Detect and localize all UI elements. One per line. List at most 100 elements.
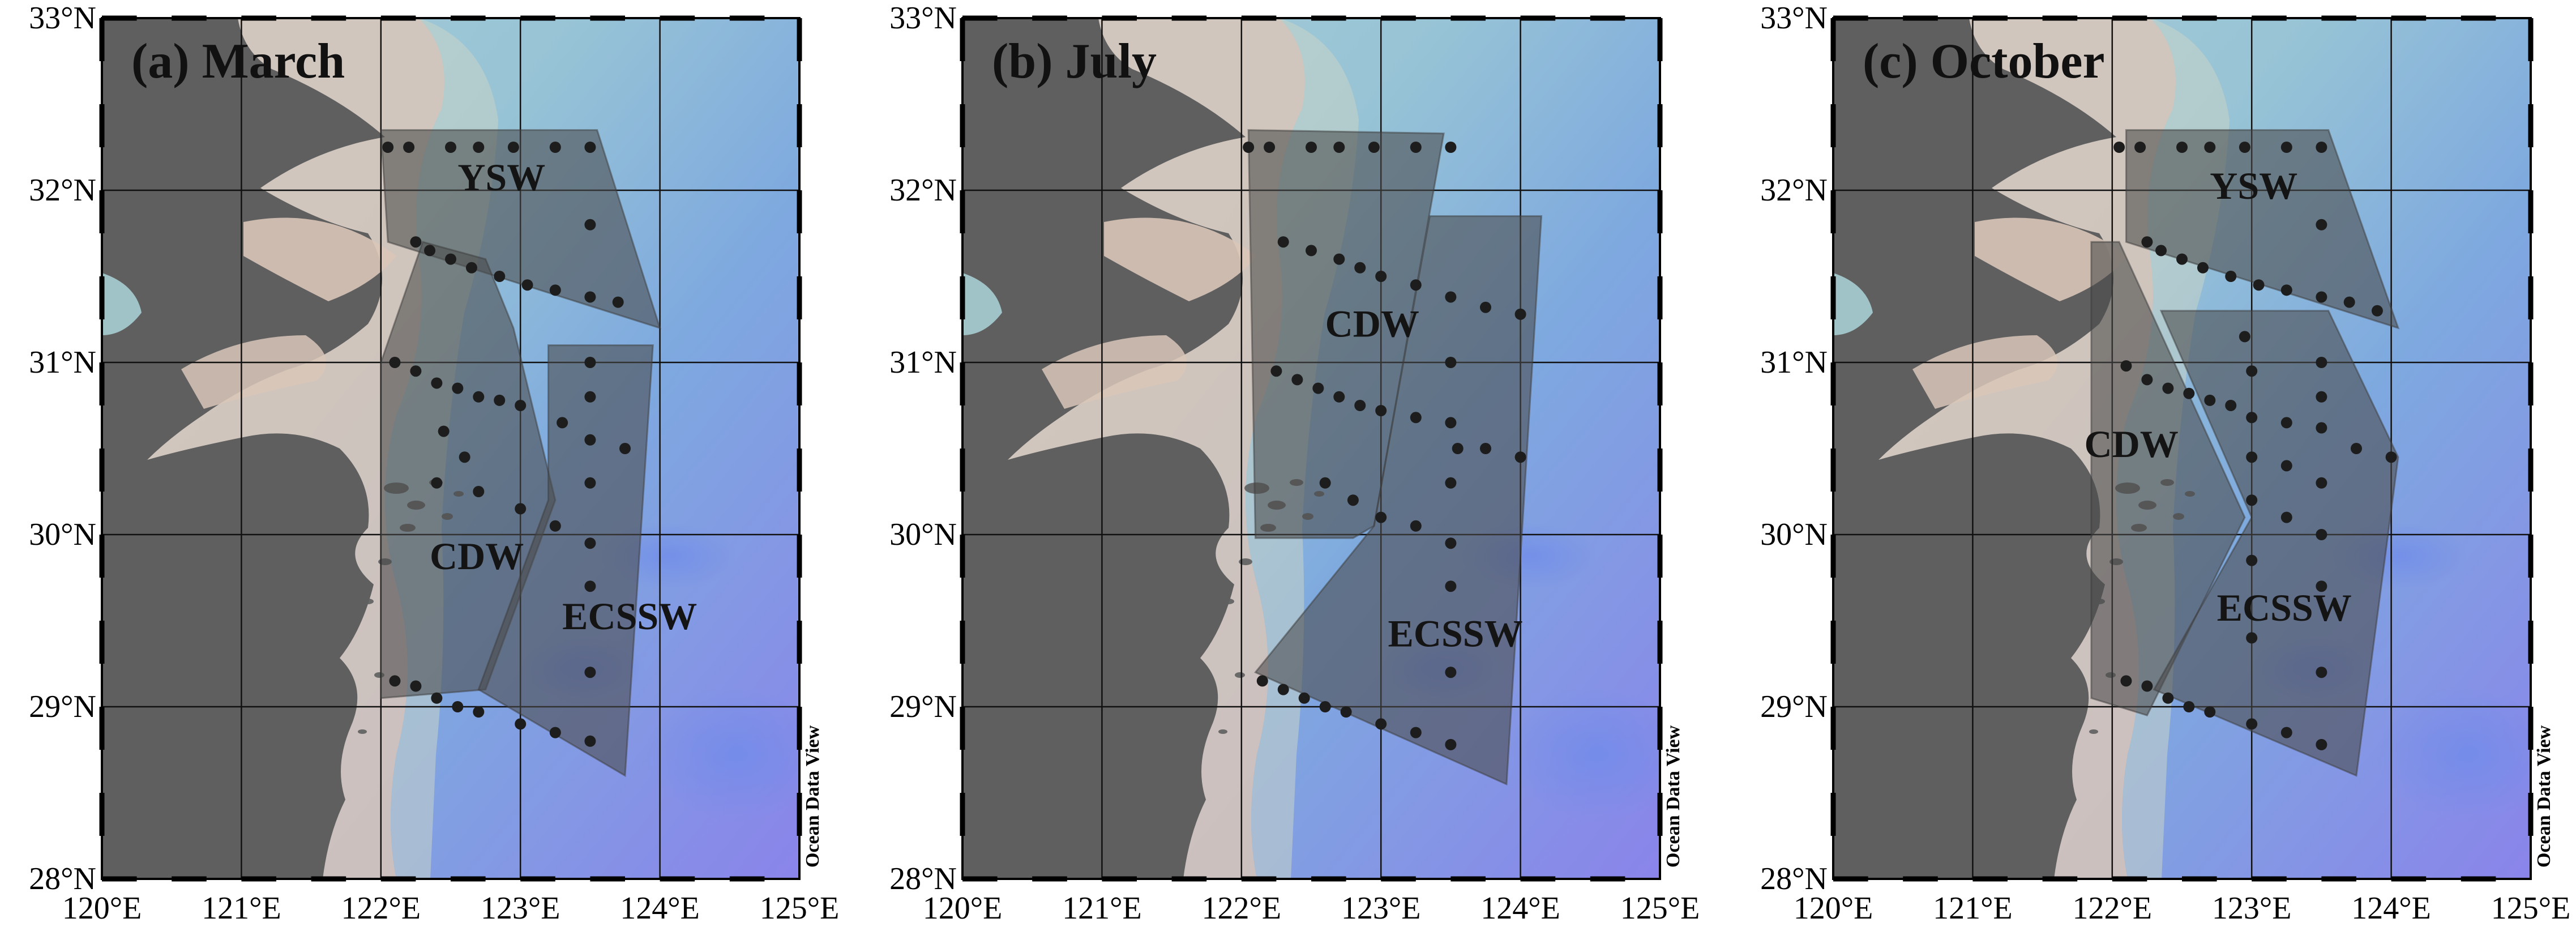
lat-tick-label: 32°N (1760, 173, 1828, 208)
sampling-station (2204, 394, 2216, 406)
lon-tick-label: 125°E (2491, 891, 2571, 926)
lon-tick-label: 123°E (1341, 891, 1421, 926)
sampling-station (1514, 308, 1526, 320)
lon-tick-label: 121°E (202, 891, 281, 926)
sampling-station (452, 701, 464, 712)
sampling-station (2246, 412, 2258, 424)
station-group (1243, 142, 1526, 750)
sampling-station (2316, 422, 2327, 434)
lat-tick-label: 29°N (889, 689, 957, 724)
sampling-station (1256, 675, 1268, 687)
sampling-station (410, 680, 422, 692)
sampling-station (584, 357, 596, 368)
sampling-station (2316, 738, 2327, 750)
map-border-dashes (1830, 15, 2534, 882)
sampling-station (1264, 142, 1276, 153)
sampling-station (2316, 142, 2327, 153)
map-border-dashes (960, 15, 1663, 882)
sampling-station (2343, 296, 2355, 308)
lat-tick-label: 30°N (889, 517, 957, 552)
sampling-station (1445, 357, 1457, 368)
sampling-station (1319, 701, 1331, 712)
sampling-station (403, 142, 415, 153)
sampling-station (2316, 529, 2327, 540)
sampling-station (1354, 262, 1366, 274)
sampling-station (584, 477, 596, 489)
sampling-station (549, 284, 561, 296)
sampling-station (2280, 460, 2292, 472)
sampling-station (1445, 477, 1457, 489)
sampling-station (584, 537, 596, 549)
sampling-station (515, 400, 527, 411)
sampling-station (2197, 262, 2209, 274)
sampling-station (557, 417, 568, 429)
region-label-cdw: CDW (1325, 302, 1419, 345)
sampling-station (459, 451, 470, 463)
sampling-station (2183, 701, 2195, 712)
lat-tick-label: 28°N (29, 861, 96, 896)
lon-tick-label: 121°E (1062, 891, 1142, 926)
sampling-station (2141, 374, 2153, 386)
region-label-ysw: YSW (457, 156, 545, 199)
sampling-station (584, 735, 596, 747)
sampling-station (1291, 374, 1303, 386)
region-ecssw (2153, 310, 2399, 777)
sampling-station (1277, 236, 1289, 248)
lat-tick-label: 28°N (1760, 861, 1828, 896)
sampling-station (2239, 331, 2250, 343)
sampling-station (2141, 680, 2153, 692)
sampling-station (1445, 537, 1457, 549)
lat-tick-label: 31°N (29, 345, 96, 380)
lon-tick-label: 121°E (1933, 891, 2013, 926)
sampling-station (1445, 417, 1457, 429)
sampling-station (2120, 360, 2132, 372)
sampling-station (2141, 236, 2153, 248)
sampling-station (1319, 477, 1331, 489)
region-label-ecssw: ECSSW (562, 595, 697, 638)
lon-tick-label: 123°E (481, 891, 560, 926)
sampling-station (2246, 451, 2258, 463)
sampling-station (1347, 494, 1359, 506)
lat-tick-label: 33°N (29, 1, 96, 36)
sampling-station (424, 245, 436, 257)
map-panel-3: YSW CDW ECSSW (c) October 120°E 121°E 122°E 123… (1760, 1, 2570, 926)
sampling-station (1375, 405, 1387, 417)
region-label-cdw: CDW (2085, 422, 2179, 465)
sampling-station (2253, 279, 2265, 291)
sampling-station (2176, 253, 2188, 265)
sampling-station (2280, 727, 2292, 738)
sampling-station (2134, 142, 2146, 153)
sampling-station (2204, 142, 2216, 153)
sampling-station (1340, 706, 1352, 718)
map-panel-1: YSW CDW ECSSW (a) March 120°E 121°E 122°E 123°E… (29, 1, 839, 926)
sampling-station (389, 357, 401, 368)
sampling-station (1368, 142, 1380, 153)
panel-title: (c) October (1863, 34, 2105, 89)
sampling-station (2316, 391, 2327, 403)
sampling-station (1445, 667, 1457, 678)
station-group (382, 142, 631, 747)
region-label-cdw: CDW (430, 535, 524, 578)
region-label-ecssw: ECSSW (1388, 612, 1523, 655)
sampling-station (515, 718, 527, 730)
sampling-station (1333, 391, 1345, 403)
sampling-station (2316, 580, 2327, 592)
sampling-station (2385, 451, 2397, 463)
sampling-station (584, 291, 596, 303)
sampling-station (473, 486, 485, 497)
lon-tick-label: 125°E (760, 891, 840, 926)
lon-tick-label: 120°E (923, 891, 1003, 926)
sampling-station (1410, 727, 1422, 738)
sampling-station (2246, 365, 2258, 377)
region-cdw (1247, 129, 1445, 539)
lat-tick-label: 32°N (889, 173, 957, 208)
sampling-station (494, 271, 506, 282)
sampling-station (619, 443, 631, 454)
sampling-station (2280, 142, 2292, 153)
sampling-station (465, 262, 477, 274)
sampling-station (1514, 451, 1526, 463)
sampling-station (549, 142, 561, 153)
sampling-station (1306, 245, 1317, 257)
sampling-station (2176, 142, 2188, 153)
lat-tick-label: 29°N (29, 689, 96, 724)
